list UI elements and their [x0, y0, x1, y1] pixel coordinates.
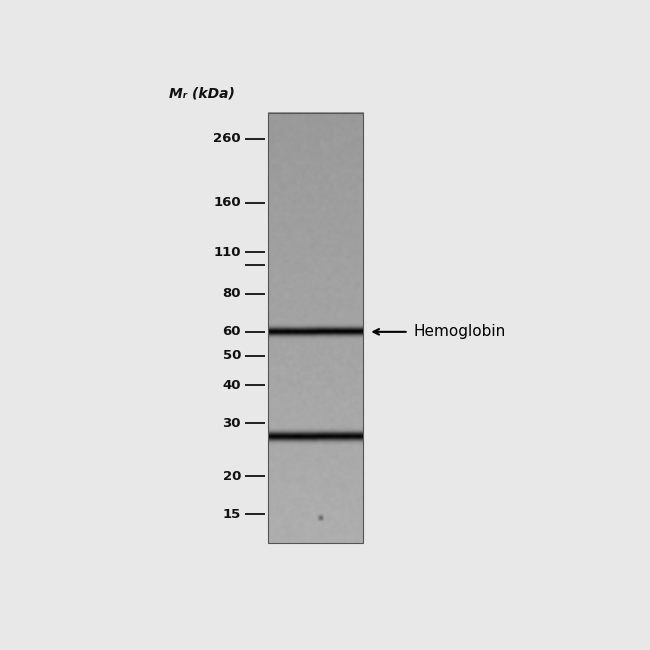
Text: Mᵣ (kDa): Mᵣ (kDa) — [170, 86, 235, 101]
Text: Hemoglobin: Hemoglobin — [414, 324, 506, 339]
Text: 260: 260 — [213, 133, 241, 146]
Text: 60: 60 — [222, 326, 241, 339]
Text: 160: 160 — [213, 196, 241, 209]
Text: 15: 15 — [223, 508, 241, 521]
Text: 40: 40 — [222, 379, 241, 392]
Text: 30: 30 — [222, 417, 241, 430]
Text: 20: 20 — [222, 470, 241, 483]
Bar — [268, 113, 363, 543]
Text: 50: 50 — [222, 349, 241, 362]
Text: 110: 110 — [213, 246, 241, 259]
Text: 80: 80 — [222, 287, 241, 300]
